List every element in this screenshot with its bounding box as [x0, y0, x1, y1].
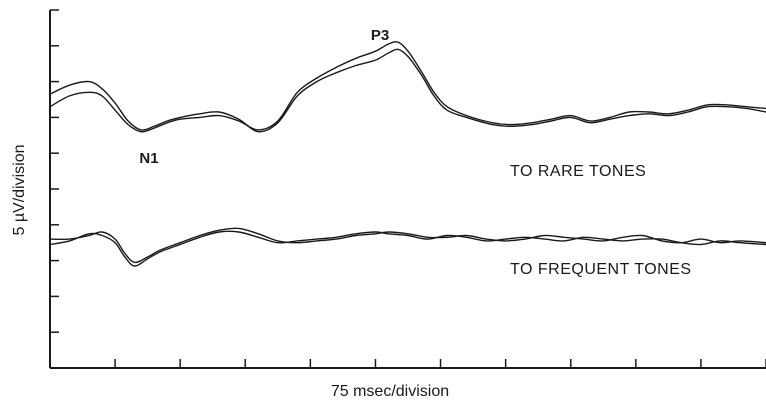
y-axis-ticks [50, 9, 59, 333]
frequent-tones-trace-1 [49, 227, 766, 264]
y-axis-label: 5 µV/division [11, 144, 28, 235]
rare-tones-label: TO RARE TONES [510, 163, 646, 180]
frequent-tones-label: TO FREQUENT TONES [510, 261, 692, 278]
x-axis-ticks [114, 359, 766, 368]
frequent-tones-trace-2 [49, 230, 766, 267]
x-axis-label: 75 msec/division [331, 383, 449, 400]
annotation-p3: P3 [371, 27, 389, 44]
rare-tones-trace-1 [49, 48, 766, 133]
annotation-n1: N1 [139, 150, 158, 167]
trace-layer [49, 41, 766, 267]
rare-tones-trace-2 [49, 41, 766, 133]
